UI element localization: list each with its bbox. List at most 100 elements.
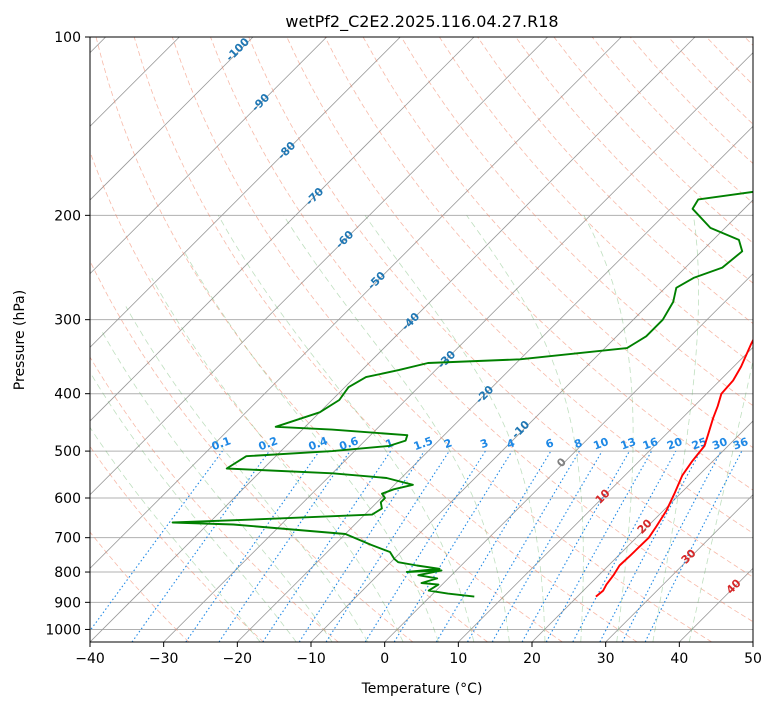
isotherm-line [90,37,622,569]
dry-adiabat [90,260,414,642]
mixing-ratio-label: 4 [505,436,517,451]
moist-adiabat [90,426,261,642]
mixing-ratio-label: 0.4 [307,434,330,453]
dry-adiabat [133,37,638,642]
mixing-ratio-line [90,450,223,632]
mixing-ratio-line [572,450,677,642]
isotherm-line [531,420,753,642]
isotherm-line [90,37,401,348]
x-tick-label: −20 [223,651,253,667]
dry-adiabat [171,37,712,642]
moist-adiabat [102,332,333,642]
mixing-ratio-label: 30 [710,435,729,453]
isotherm-line [384,273,753,642]
x-tick-label: −10 [296,651,326,667]
moist-adiabat [583,215,634,642]
background-lines [90,37,753,642]
dry-adiabat [324,37,753,491]
x-tick-label: 0 [380,651,389,667]
isotherm-line [237,125,753,642]
mixing-ratio-label: 6 [544,436,556,451]
dry-adiabat [515,37,753,284]
mixing-ratio-label: 10 [592,435,611,453]
dry-adiabat [439,37,753,365]
dry-adiabat [95,37,563,642]
mixing-ratio-line [298,450,425,642]
isotherm-line [90,37,696,642]
y-tick-label: 800 [54,565,81,581]
y-tick-label: 200 [54,208,81,224]
x-tick-label: 10 [449,651,467,667]
temperature-series-line [595,338,753,598]
moist-adiabat [151,277,404,642]
mixing-ratio-line [325,450,450,642]
x-tick-label: 40 [670,651,688,667]
x-tick-label: 50 [744,651,762,667]
mixing-ratio-line [185,450,320,642]
dry-adiabat [90,150,488,642]
mixing-ratio-label: 13 [619,435,638,452]
dry-adiabat [400,37,753,407]
y-tick-label: 300 [54,313,81,329]
y-tick-label: 900 [54,595,81,611]
mixing-ratio-line [131,450,270,642]
mixing-ratio-label: 25 [690,435,709,452]
mixing-ratio-labels: 0.1 0.2 0.4 0.6 1 1.5 2 3 4 6 8 10 13 16 20 25 30 36 [210,434,750,453]
mixing-ratio-label: 1.5 [412,434,435,453]
mixing-ratio-label: 0.2 [257,434,280,453]
y-tick-label: 100 [54,30,81,46]
mixing-ratio-label: 1 [384,436,396,451]
dry-adiabat [248,37,753,578]
mixing-ratio-line [393,450,513,642]
y-tick-label: 600 [54,491,81,507]
series-group [171,190,753,598]
x-axis: −40 −30 −20 −10 0 10 20 30 40 50 [75,642,762,667]
dry-adiabat [210,37,753,623]
y-axis: 100 200 300 400 500 600 700 800 900 1000 [45,30,90,638]
isotherm-line [90,37,327,275]
moist-adiabat [466,215,584,642]
moist-adiabat [90,371,297,642]
mixing-ratio-label: 8 [572,436,584,451]
mixing-ratio-label: 2 [442,436,454,451]
moist-adiabat [283,215,510,642]
isotherm-line [752,641,753,642]
x-tick-label: 30 [597,651,615,667]
mixing-ratio-label: 20 [665,435,684,453]
y-tick-label: 1000 [45,622,81,638]
dry-adiabat [90,531,190,642]
moist-adiabat [652,215,699,642]
x-tick-label: 20 [523,651,541,667]
y-axis-title: Pressure (hPa) [12,290,28,390]
y-tick-label: 700 [54,531,81,547]
isotherm-line [90,37,254,201]
y-tick-label: 500 [54,444,81,460]
dewpoint-series-line [171,190,753,598]
x-tick-label: −40 [75,651,105,667]
mixing-ratio-label: 3 [478,436,490,451]
mixing-ratio-label: 16 [641,435,660,453]
moist-adiabat [125,306,369,642]
moist-adiabat [183,251,439,642]
mixing-ratio-label: 36 [731,435,750,453]
isotherm-line [605,494,753,642]
plot-frame [89,36,754,643]
isotherm-line [90,37,475,422]
mixing-ratio-label: 0.1 [210,434,233,453]
x-axis-title: Temperature (°C) [361,681,483,697]
mixing-ratio-line [521,450,630,642]
mixing-ratio-line [545,450,653,642]
mixing-ratio-line [644,450,743,642]
moist-adiabat [217,215,475,642]
y-tick-label: 400 [54,387,81,403]
isotherm-line [90,37,548,496]
moist-adiabat [364,215,546,642]
isotherm-line [458,346,753,642]
mixing-ratio-line [218,450,351,642]
dry-adiabat [90,445,264,642]
x-tick-label: −30 [149,651,179,667]
chart-title: wetPf2_C2E2.2025.116.04.27.R18 [285,12,558,32]
isotherm-line [163,52,753,642]
mixing-ratio-line [262,450,392,642]
